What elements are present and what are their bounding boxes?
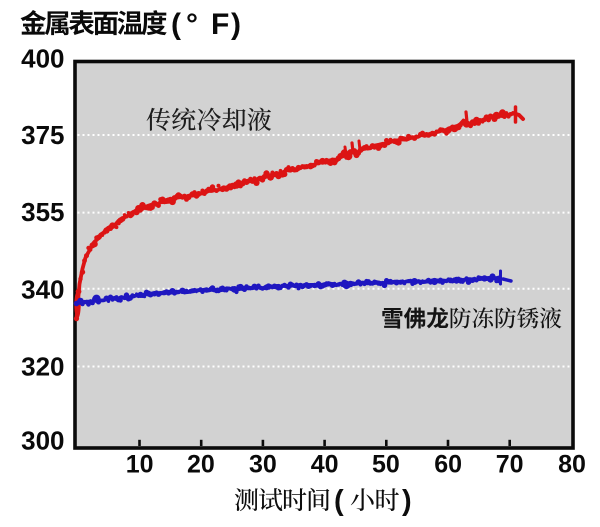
svg-text:400: 400 [21,44,64,74]
svg-text:40: 40 [311,451,339,479]
svg-text:10: 10 [126,451,154,479]
svg-text:20: 20 [187,451,215,479]
svg-text:60: 60 [434,451,462,479]
svg-text:300: 300 [21,425,64,455]
svg-text:80: 80 [558,451,586,479]
svg-text:50: 50 [372,451,400,479]
svg-text:340: 340 [21,275,64,305]
svg-text:320: 320 [21,352,64,382]
svg-text:(): () [334,485,412,517]
svg-text:355: 355 [21,197,64,227]
svg-text:70: 70 [496,451,524,479]
svg-text:375: 375 [21,120,64,150]
svg-text:(°F): (° F) [171,8,241,41]
svg-text:30: 30 [249,451,277,479]
